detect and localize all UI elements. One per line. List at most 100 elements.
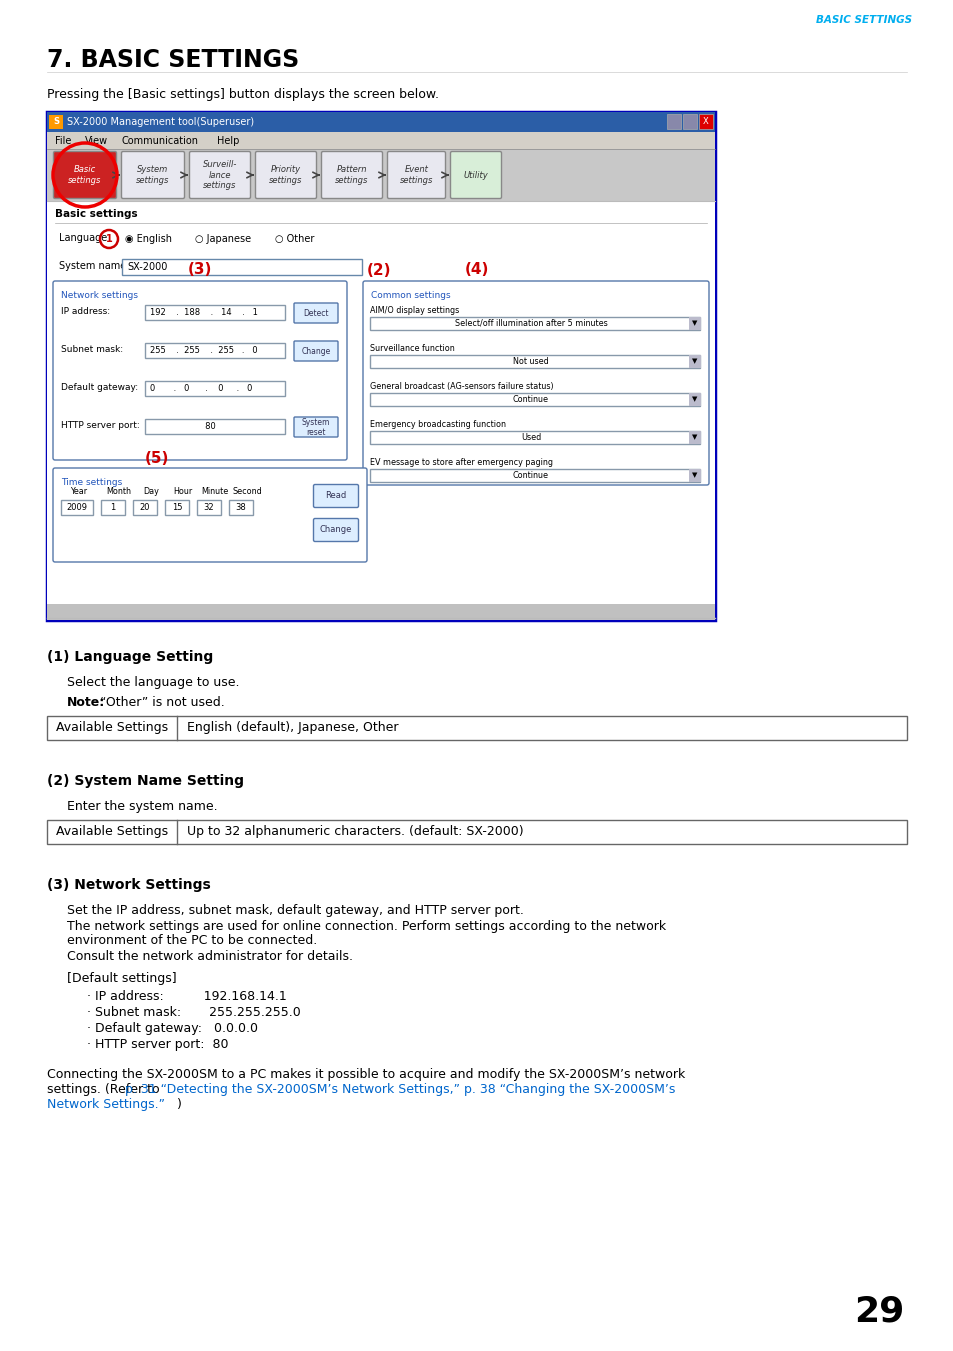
Text: 32: 32 — [204, 503, 214, 512]
Text: Consult the network administrator for details.: Consult the network administrator for de… — [67, 950, 353, 963]
Text: Set the IP address, subnet mask, default gateway, and HTTP server port.: Set the IP address, subnet mask, default… — [67, 904, 523, 917]
FancyBboxPatch shape — [314, 485, 358, 508]
Bar — [47, 604, 714, 620]
FancyBboxPatch shape — [53, 151, 116, 199]
Text: 1: 1 — [111, 503, 115, 512]
Text: 29: 29 — [854, 1294, 904, 1328]
Text: Hour: Hour — [173, 488, 193, 497]
Bar — [682, 113, 697, 128]
Text: Surveill-
lance
settings: Surveill- lance settings — [203, 161, 237, 190]
Text: Help: Help — [216, 135, 239, 146]
Text: settings. (Refer to: settings. (Refer to — [47, 1084, 164, 1096]
Text: Available Settings: Available Settings — [56, 721, 168, 735]
Text: ): ) — [177, 1098, 182, 1111]
Text: Time settings: Time settings — [61, 478, 122, 486]
Bar — [61, 500, 92, 515]
Text: Priority
settings: Priority settings — [269, 165, 302, 185]
Text: Change: Change — [301, 347, 331, 357]
Text: Default gateway:: Default gateway: — [61, 382, 138, 392]
Text: Communication: Communication — [122, 135, 199, 146]
Text: Up to 32 alphanumeric characters. (default: SX-2000): Up to 32 alphanumeric characters. (defau… — [187, 825, 523, 839]
Bar — [122, 259, 361, 276]
FancyBboxPatch shape — [450, 151, 501, 199]
Text: Network Settings.”: Network Settings.” — [47, 1098, 165, 1111]
Text: Minute: Minute — [201, 488, 229, 497]
Text: View: View — [85, 135, 108, 146]
Text: 192    .  188    .   14    .   1: 192 . 188 . 14 . 1 — [150, 308, 257, 317]
Text: 0       .   0      .    0     .   0: 0 . 0 . 0 . 0 — [150, 384, 253, 393]
Text: Surveillance function: Surveillance function — [370, 345, 455, 353]
Text: ▼: ▼ — [692, 396, 697, 403]
Text: Change: Change — [319, 526, 352, 535]
Text: Detect: Detect — [303, 309, 329, 317]
Text: System name: System name — [59, 261, 126, 272]
Text: 20: 20 — [139, 503, 150, 512]
Text: ○ Other: ○ Other — [274, 234, 314, 245]
Bar — [196, 500, 221, 515]
Text: · IP address:          192.168.14.1: · IP address: 192.168.14.1 — [87, 990, 287, 1002]
Text: ▼: ▼ — [692, 434, 697, 440]
Text: [Default settings]: [Default settings] — [67, 971, 176, 985]
Text: Connecting the SX-2000SM to a PC makes it possible to acquire and modify the SX-: Connecting the SX-2000SM to a PC makes i… — [47, 1069, 684, 1081]
Text: ▼: ▼ — [692, 320, 697, 326]
Text: Day: Day — [143, 488, 159, 497]
Text: ◉ English: ◉ English — [125, 234, 172, 245]
Text: English (default), Japanese, Other: English (default), Japanese, Other — [187, 721, 398, 735]
Bar — [47, 112, 714, 132]
Text: System
settings: System settings — [136, 165, 170, 185]
Text: Event
settings: Event settings — [399, 165, 433, 185]
FancyBboxPatch shape — [121, 151, 184, 199]
Text: ▼: ▼ — [692, 471, 697, 478]
Text: BASIC SETTINGS: BASIC SETTINGS — [815, 15, 911, 26]
Bar — [145, 381, 285, 396]
Text: Common settings: Common settings — [371, 290, 450, 300]
Text: (2): (2) — [367, 263, 391, 278]
Bar — [47, 132, 714, 149]
Text: Emergency broadcasting function: Emergency broadcasting function — [370, 420, 505, 430]
Text: Month: Month — [107, 488, 132, 497]
Bar — [688, 469, 700, 482]
Bar — [47, 149, 714, 201]
Text: Select/off illumination after 5 minutes: Select/off illumination after 5 minutes — [455, 319, 607, 328]
Text: SX-2000: SX-2000 — [127, 262, 167, 272]
Bar — [688, 431, 700, 444]
Text: (2) System Name Setting: (2) System Name Setting — [47, 774, 244, 788]
Text: (4): (4) — [464, 262, 489, 277]
Text: (5): (5) — [145, 451, 170, 466]
Bar — [165, 500, 189, 515]
Bar — [370, 431, 700, 444]
Bar — [49, 115, 63, 128]
FancyBboxPatch shape — [321, 151, 382, 199]
Text: Network settings: Network settings — [61, 290, 138, 300]
Text: 7. BASIC SETTINGS: 7. BASIC SETTINGS — [47, 49, 299, 72]
Text: Pressing the [Basic settings] button displays the screen below.: Pressing the [Basic settings] button dis… — [47, 88, 438, 101]
Bar — [145, 343, 285, 358]
Bar — [699, 113, 712, 128]
Bar — [47, 820, 906, 844]
Text: System
reset: System reset — [301, 417, 330, 438]
Text: Language: Language — [59, 232, 107, 243]
Text: 15: 15 — [172, 503, 182, 512]
Text: Continue: Continue — [513, 471, 548, 480]
Text: (3) Network Settings: (3) Network Settings — [47, 878, 211, 892]
Bar — [688, 393, 700, 407]
Text: Utility: Utility — [463, 170, 488, 180]
Text: AIM/O display settings: AIM/O display settings — [370, 305, 458, 315]
Text: Not used: Not used — [513, 357, 548, 366]
Text: Basic settings: Basic settings — [55, 209, 137, 219]
Bar — [370, 393, 700, 407]
FancyBboxPatch shape — [294, 417, 337, 436]
Text: Enter the system name.: Enter the system name. — [67, 800, 217, 813]
Text: Basic
settings: Basic settings — [69, 165, 102, 185]
Text: SX-2000 Management tool(Superuser): SX-2000 Management tool(Superuser) — [67, 118, 253, 127]
Text: ○ Japanese: ○ Japanese — [194, 234, 251, 245]
Text: General broadcast (AG-sensors failure status): General broadcast (AG-sensors failure st… — [370, 382, 553, 390]
Text: (3): (3) — [188, 262, 212, 277]
Bar — [688, 317, 700, 330]
Bar — [688, 355, 700, 367]
Text: X: X — [702, 118, 708, 126]
Bar — [47, 112, 714, 620]
Text: 1: 1 — [106, 234, 112, 245]
FancyBboxPatch shape — [53, 467, 367, 562]
Bar — [132, 500, 157, 515]
